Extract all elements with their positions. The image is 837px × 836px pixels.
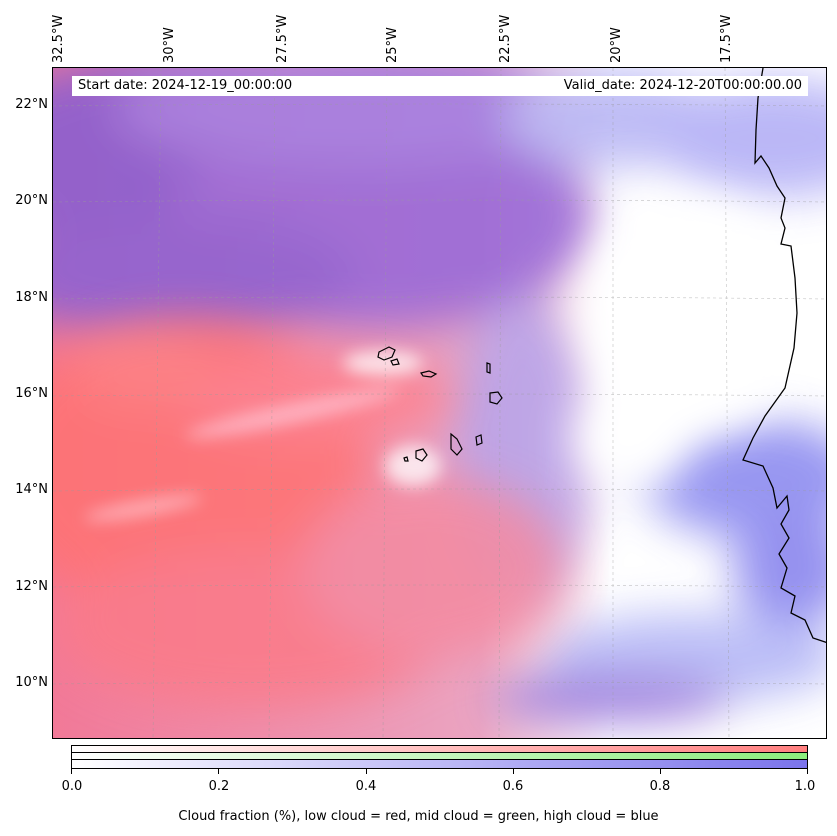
- island-brava: [403, 456, 409, 462]
- colorbar-tick: [366, 769, 367, 774]
- island-fogo: [415, 448, 428, 462]
- low-cloud-layer: [53, 318, 563, 708]
- latitude-label: 22°N: [15, 97, 48, 112]
- cloud-fraction-map: [53, 68, 826, 738]
- colorbar-label: Cloud fraction (%), low cloud = red, mid…: [178, 809, 659, 824]
- longitude-label: 27.5°W: [275, 14, 290, 63]
- valid-date-text: Valid_date: 2024-12-20T00:00:00.00: [563, 78, 802, 93]
- latitude-label: 14°N: [15, 482, 48, 497]
- colorbar-tick-label: 0.4: [355, 779, 377, 794]
- latitude-label: 18°N: [15, 290, 48, 305]
- colorbar-tick-label: 0.8: [649, 779, 671, 794]
- latitude-label: 10°N: [15, 675, 48, 690]
- gridlines: [53, 68, 826, 738]
- colorbar-tick-label: 0.6: [502, 779, 524, 794]
- colorbar-tick: [71, 769, 72, 774]
- cape-verde-islands: [377, 346, 503, 462]
- longitude-label: 17.5°W: [719, 14, 734, 63]
- island-sal: [486, 362, 491, 374]
- island-sao-nicolau: [420, 370, 438, 378]
- west-africa-coastline: [742, 68, 826, 644]
- colorbar-low-cloud: [72, 746, 807, 753]
- map-panel: [52, 67, 827, 739]
- island-santo-antao: [377, 346, 396, 361]
- cloud-streaks: [83, 351, 441, 521]
- island-maio: [475, 434, 483, 446]
- colorbar-tick: [513, 769, 514, 774]
- longitude-label: 25°W: [385, 27, 400, 63]
- colorbar-tick-label: 0.0: [61, 779, 83, 794]
- colorbar: [71, 745, 808, 769]
- colorbar-tick-label: 1.0: [794, 779, 816, 794]
- longitude-label: 22.5°W: [498, 14, 513, 63]
- colorbar-tick: [218, 769, 219, 774]
- colorbar-high-cloud: [72, 760, 807, 768]
- latitude-label: 16°N: [15, 386, 48, 401]
- longitude-label: 20°W: [609, 27, 624, 63]
- longitude-label: 30°W: [162, 27, 177, 63]
- colorbar-tick: [807, 769, 808, 774]
- latitude-label: 20°N: [15, 193, 48, 208]
- colorbar-tick: [660, 769, 661, 774]
- latitude-label: 12°N: [15, 579, 48, 594]
- date-info-box: Start date: 2024-12-19_00:00:00 Valid_da…: [72, 76, 808, 96]
- island-santiago: [450, 432, 463, 456]
- clear-sky-area: [573, 198, 803, 488]
- start-date-text: Start date: 2024-12-19_00:00:00: [78, 78, 293, 93]
- colorbar-mid-cloud: [72, 753, 807, 760]
- longitude-label: 32.5°W: [51, 14, 66, 63]
- island-boa-vista: [489, 391, 503, 405]
- island-sao-vicente: [390, 358, 400, 366]
- colorbar-tick-label: 0.2: [208, 779, 230, 794]
